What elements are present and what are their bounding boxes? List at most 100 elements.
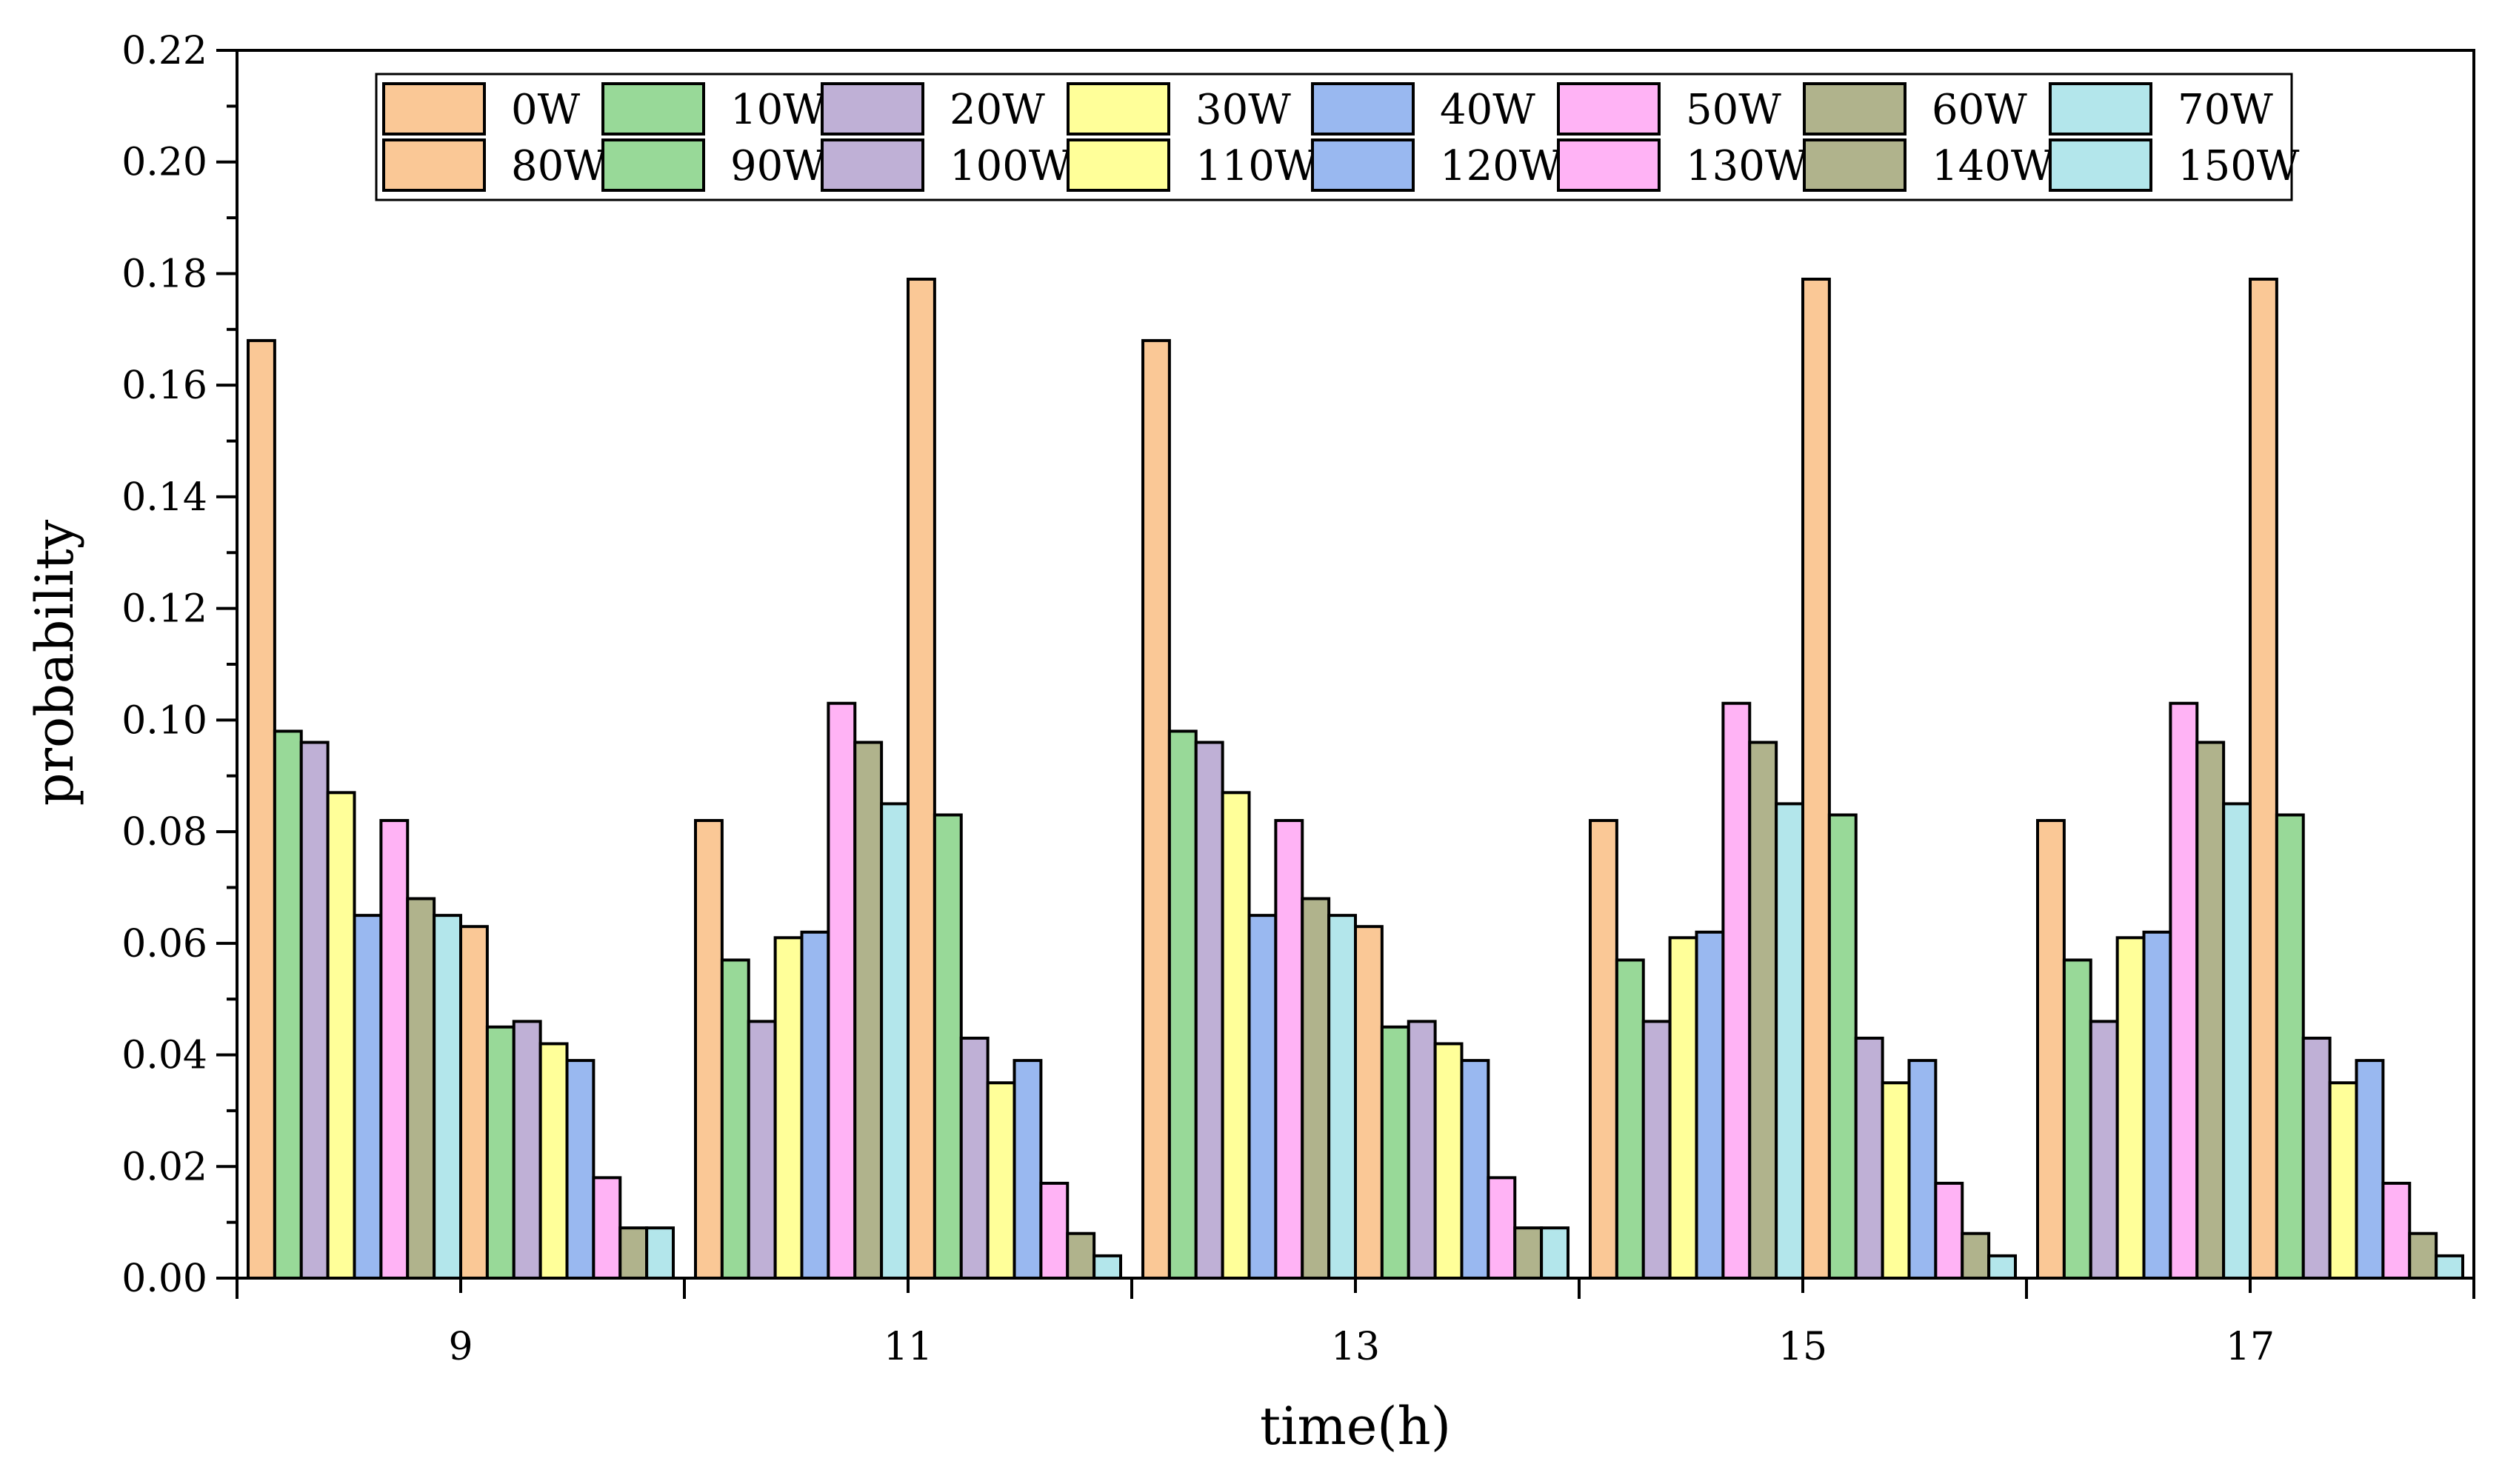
legend-swatch-150W [2049,138,2152,192]
legend-label-30W: 30W [1195,86,1291,134]
bar-0W-t15 [1589,819,1618,1280]
bar-10W-t13 [1167,729,1198,1280]
bar-110W-t9 [538,1042,569,1280]
bar-70W-t15 [1775,802,1805,1280]
legend-label-100W: 100W [950,142,1072,190]
bar-20W-t15 [1641,1020,1672,1280]
legend-swatch-50W [1557,82,1661,136]
bar-110W-t15 [1881,1081,1911,1280]
legend-swatch-90W [601,138,705,192]
bar-40W-t11 [800,930,830,1280]
bar-60W-t15 [1748,741,1778,1280]
legend-label-20W: 20W [950,86,1045,134]
bar-40W-t15 [1695,930,1725,1280]
y-tick-label: 0.20 [121,141,207,185]
legend-label-140W: 140W [1932,142,2054,190]
legend-swatch-140W [1803,138,1906,192]
bar-50W-t11 [827,701,857,1280]
legend-swatch-120W [1311,138,1415,192]
bar-110W-t13 [1433,1042,1464,1280]
x-tick-label: 13 [1331,1325,1380,1369]
y-tick-label: 0.22 [121,29,207,73]
bar-120W-t17 [2355,1059,2385,1280]
legend-swatch-80W [382,138,486,192]
bar-100W-t15 [1854,1036,1884,1280]
bar-150W-t11 [1092,1254,1123,1280]
bar-120W-t11 [1013,1059,1043,1280]
legend-label-120W: 120W [1440,142,1562,190]
bars-layer [247,277,2465,1280]
legend-swatch-40W [1311,82,1415,136]
bar-70W-t9 [433,914,463,1280]
bar-110W-t11 [986,1081,1016,1280]
x-axis-title: time(h) [1260,1396,1451,1457]
y-tick-label: 0.12 [121,587,207,632]
y-tick-label: 0.08 [121,810,207,855]
bar-40W-t9 [353,914,383,1280]
bar-100W-t11 [959,1036,990,1280]
legend-label-50W: 50W [1686,86,1781,134]
bar-120W-t9 [565,1059,596,1280]
legend-swatch-60W [1803,82,1906,136]
legend-swatch-10W [601,82,705,136]
legend-label-130W: 130W [1686,142,1808,190]
bar-60W-t17 [2195,741,2226,1280]
legend-swatch-110W [1067,138,1170,192]
y-tick-label: 0.18 [121,252,207,296]
bar-60W-t11 [853,741,884,1280]
y-tick-label: 0.14 [121,475,207,520]
bar-130W-t9 [592,1176,622,1280]
bar-20W-t13 [1194,741,1224,1280]
bar-90W-t17 [2275,813,2305,1280]
y-axis-title: probability [24,519,85,806]
legend-label-80W: 80W [511,142,607,190]
bar-10W-t11 [720,958,750,1280]
legend-label-70W: 70W [2178,86,2273,134]
y-tick-label: 0.10 [121,698,207,743]
bar-140W-t11 [1066,1231,1096,1280]
y-tick-label: 0.00 [121,1257,207,1301]
bar-0W-t13 [1141,338,1171,1280]
legend-swatch-130W [1557,138,1661,192]
bar-130W-t13 [1487,1176,1517,1280]
bar-20W-t11 [747,1020,777,1280]
bar-130W-t11 [1039,1181,1070,1280]
bar-50W-t9 [379,819,410,1280]
bar-0W-t9 [247,338,276,1280]
bar-0W-t11 [694,819,724,1280]
legend-label-0W: 0W [511,86,581,134]
bar-130W-t17 [2381,1181,2412,1280]
bar-0W-t17 [2036,819,2066,1280]
legend-label-90W: 90W [730,142,826,190]
x-tick-label: 11 [884,1325,933,1369]
legend-swatch-70W [2049,82,2152,136]
bar-140W-t13 [1513,1226,1544,1280]
bar-10W-t15 [1615,958,1645,1280]
bar-60W-t13 [1301,897,1331,1280]
bar-100W-t13 [1407,1020,1437,1280]
bar-90W-t9 [485,1025,516,1280]
bar-120W-t15 [1907,1059,1938,1280]
legend-label-60W: 60W [1932,86,2027,134]
legend-swatch-0W [382,82,486,136]
bar-80W-t11 [907,277,936,1280]
bar-30W-t15 [1668,936,1698,1280]
bar-60W-t9 [406,897,436,1280]
bar-40W-t13 [1247,914,1278,1280]
bar-50W-t13 [1274,819,1304,1280]
x-tick-label: 15 [1778,1325,1827,1369]
bar-30W-t13 [1221,791,1251,1280]
x-tick-label: 17 [2226,1325,2275,1369]
legend-label-110W: 110W [1195,142,1318,190]
bar-80W-t15 [1801,277,1831,1280]
bar-80W-t9 [459,925,489,1280]
legend-label-40W: 40W [1440,86,1535,134]
bar-70W-t13 [1327,914,1358,1280]
bar-100W-t9 [512,1020,542,1280]
bar-20W-t17 [2089,1020,2119,1280]
legend-swatch-100W [821,138,924,192]
bar-30W-t9 [326,791,356,1280]
bar-120W-t13 [1460,1059,1490,1280]
bar-30W-t17 [2115,936,2146,1280]
